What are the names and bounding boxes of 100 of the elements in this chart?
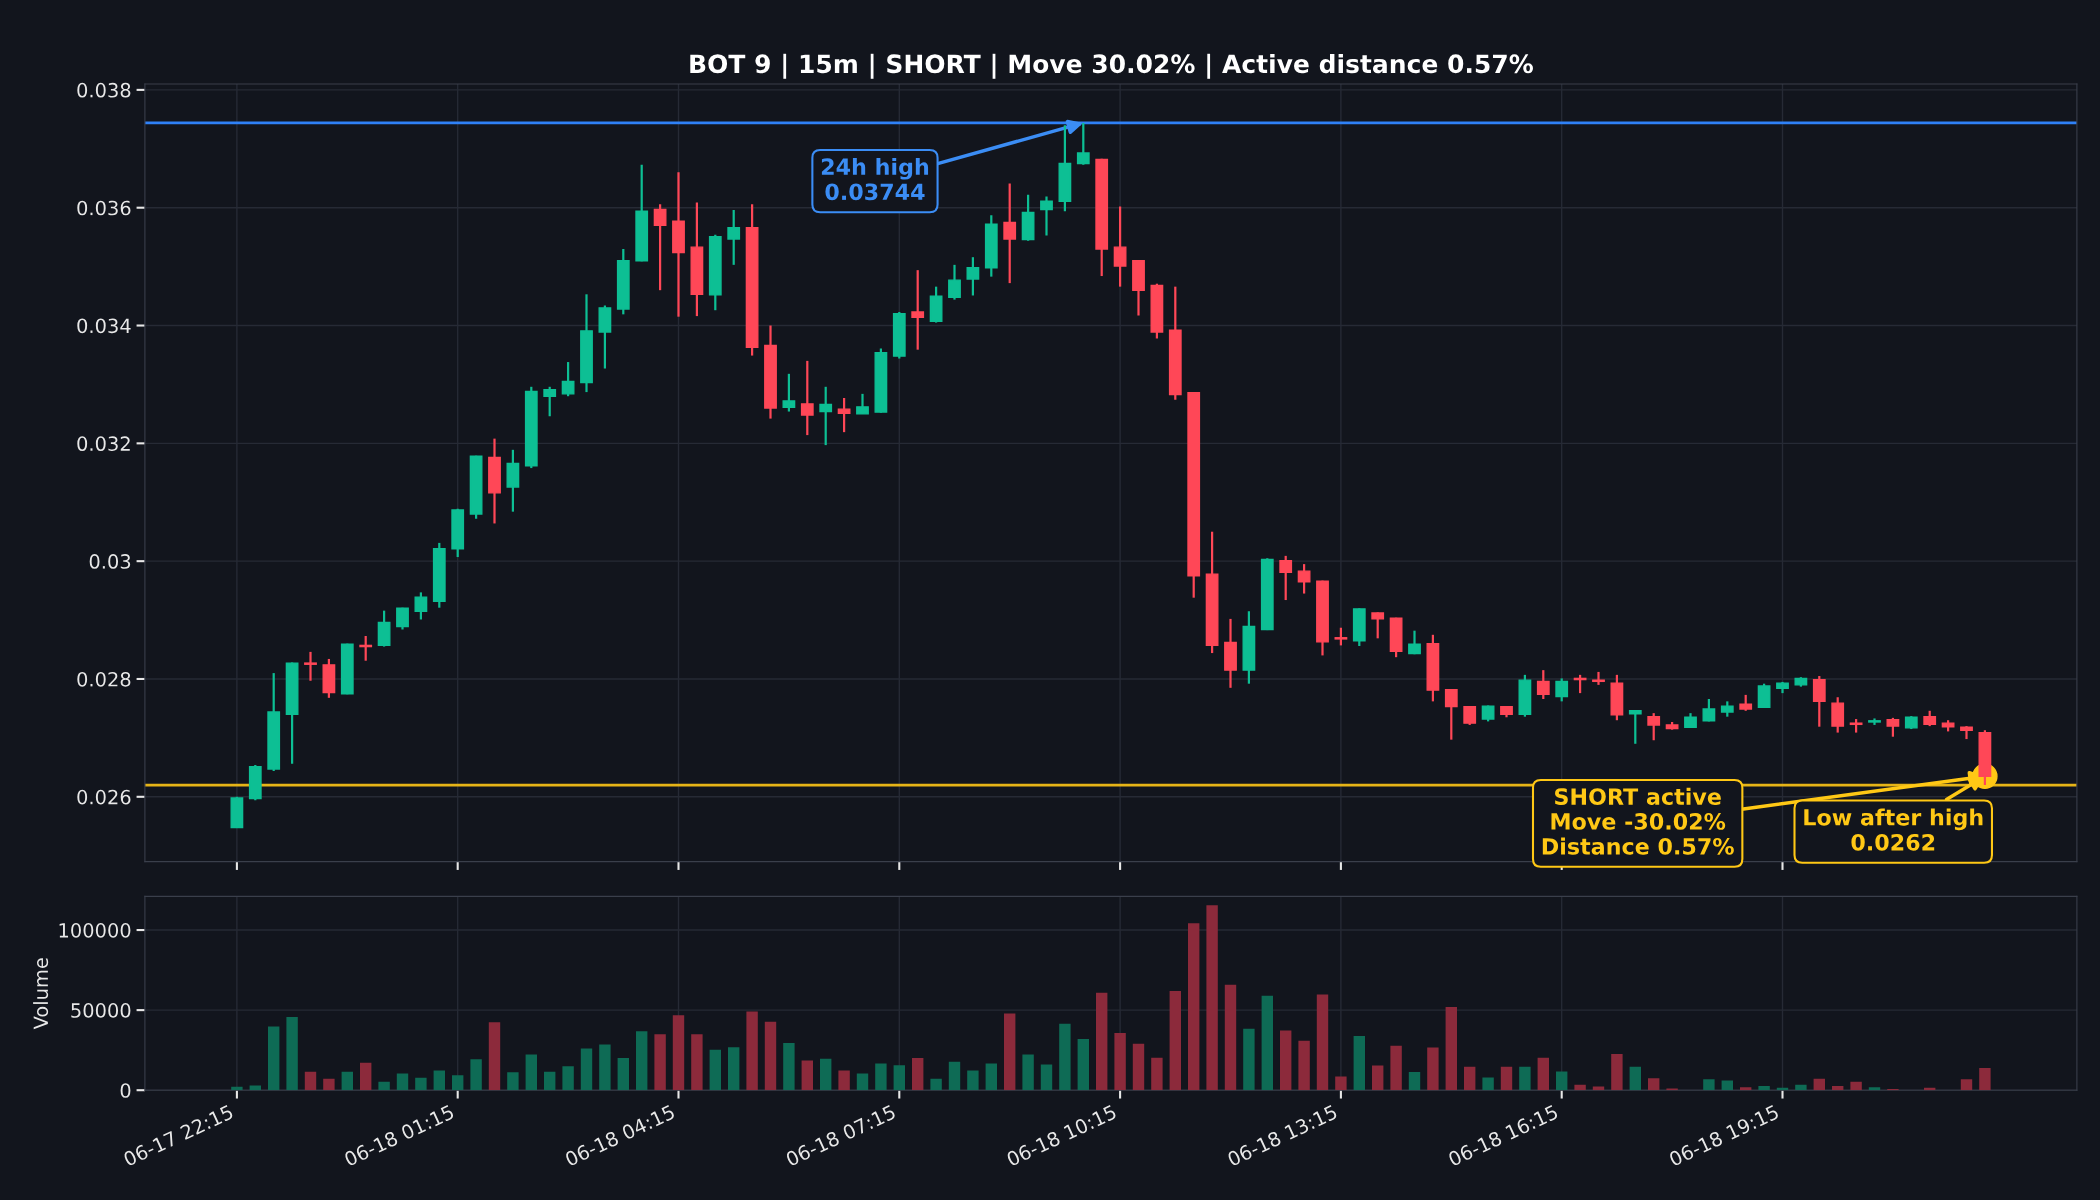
candlestick xyxy=(1555,677,1569,703)
bar xyxy=(1132,1043,1145,1091)
candlestick xyxy=(856,392,869,415)
annotation: 24h high 0.03744 xyxy=(821,157,929,201)
bar xyxy=(783,1043,795,1091)
bar xyxy=(1979,1067,1991,1091)
bar xyxy=(1537,1057,1549,1091)
bar xyxy=(452,1075,464,1091)
candlestick xyxy=(948,263,961,301)
candlestick xyxy=(1371,611,1385,640)
bar xyxy=(268,1026,280,1091)
bar xyxy=(1408,1072,1421,1091)
candlestick xyxy=(1812,674,1826,728)
bar xyxy=(764,1021,777,1091)
bar xyxy=(1372,1065,1384,1091)
bar xyxy=(967,1070,979,1091)
bar xyxy=(1464,1066,1476,1091)
bar xyxy=(1022,1054,1034,1091)
bar xyxy=(985,1063,997,1091)
bar xyxy=(249,1085,261,1091)
bar xyxy=(433,1070,445,1091)
bar xyxy=(1850,1081,1862,1091)
y-tick-label: 0 xyxy=(120,1083,131,1098)
bar xyxy=(1353,1036,1365,1091)
bar xyxy=(1500,1066,1513,1091)
bar xyxy=(1335,1076,1347,1091)
bar xyxy=(1316,994,1329,1091)
bar xyxy=(654,1034,666,1091)
candlestick xyxy=(543,385,557,418)
bar xyxy=(1427,1047,1439,1091)
bar xyxy=(1703,1079,1715,1091)
bar xyxy=(1960,1079,1973,1091)
bar xyxy=(820,1058,832,1091)
candlestick xyxy=(1279,554,1293,602)
bar xyxy=(801,1060,813,1091)
bar xyxy=(875,1063,887,1091)
candlestick xyxy=(304,650,317,682)
bar xyxy=(728,1047,740,1091)
bar xyxy=(1114,1033,1126,1091)
candlestick xyxy=(911,269,925,351)
bar xyxy=(838,1070,850,1091)
candlestick xyxy=(819,385,833,447)
bar xyxy=(544,1071,556,1091)
bar xyxy=(396,1073,409,1091)
bar xyxy=(636,1031,648,1091)
candlestick xyxy=(561,360,575,398)
bar xyxy=(948,1061,961,1091)
y-tick-label: 50000 xyxy=(71,1003,131,1018)
bar xyxy=(1151,1057,1163,1091)
bar xyxy=(1243,1028,1255,1091)
candlestick xyxy=(377,609,391,648)
bar xyxy=(856,1073,869,1091)
bar xyxy=(1298,1040,1310,1091)
candlestick xyxy=(966,256,980,297)
bar xyxy=(1059,1023,1071,1091)
bar xyxy=(1556,1071,1568,1091)
candlestick xyxy=(1297,563,1311,595)
candlestick xyxy=(837,396,851,434)
bar xyxy=(580,1048,593,1091)
bar xyxy=(470,1059,482,1091)
y-tick-label: 0.034 xyxy=(77,318,131,334)
y-tick-label: 0.038 xyxy=(77,82,131,98)
bar xyxy=(1077,1038,1089,1091)
candlestick xyxy=(1076,121,1090,166)
bar xyxy=(1445,1007,1457,1091)
bar xyxy=(507,1072,519,1091)
y-tick-label: 0.036 xyxy=(77,200,131,216)
bar xyxy=(599,1044,611,1091)
bar xyxy=(1482,1077,1494,1091)
bar xyxy=(1169,990,1181,1091)
bar xyxy=(1813,1078,1825,1091)
bar xyxy=(1611,1054,1623,1091)
bar xyxy=(1574,1084,1586,1091)
bar xyxy=(1206,905,1218,1091)
candlestick xyxy=(653,203,667,292)
candlestick xyxy=(506,448,520,513)
bar xyxy=(672,1015,685,1091)
bar xyxy=(1740,1087,1752,1091)
bar xyxy=(1224,984,1237,1091)
y-tick-label: 0.032 xyxy=(77,436,130,452)
candlestick xyxy=(727,208,741,266)
annotation: Low after high 0.0262 xyxy=(1804,808,1983,851)
bar xyxy=(1648,1078,1660,1091)
bar xyxy=(231,1086,243,1091)
bar xyxy=(1832,1086,1844,1091)
candlestick xyxy=(1628,709,1642,745)
bar xyxy=(1261,995,1273,1091)
y-tick-label: 100000 xyxy=(59,922,131,938)
candlestick xyxy=(1536,669,1550,701)
y-tick-label: 0.03 xyxy=(89,554,131,569)
candlestick xyxy=(1757,682,1771,709)
y-tick-label: 0.026 xyxy=(77,789,131,805)
bar xyxy=(378,1081,390,1091)
bar xyxy=(1040,1064,1053,1091)
bar xyxy=(1004,1013,1016,1091)
annotation: SHORT active Move -30.02% Distance 0.57% xyxy=(1542,787,1734,855)
bar xyxy=(1795,1084,1807,1091)
candlestick xyxy=(800,359,814,437)
candlestick xyxy=(1003,182,1017,285)
bar xyxy=(304,1071,317,1091)
